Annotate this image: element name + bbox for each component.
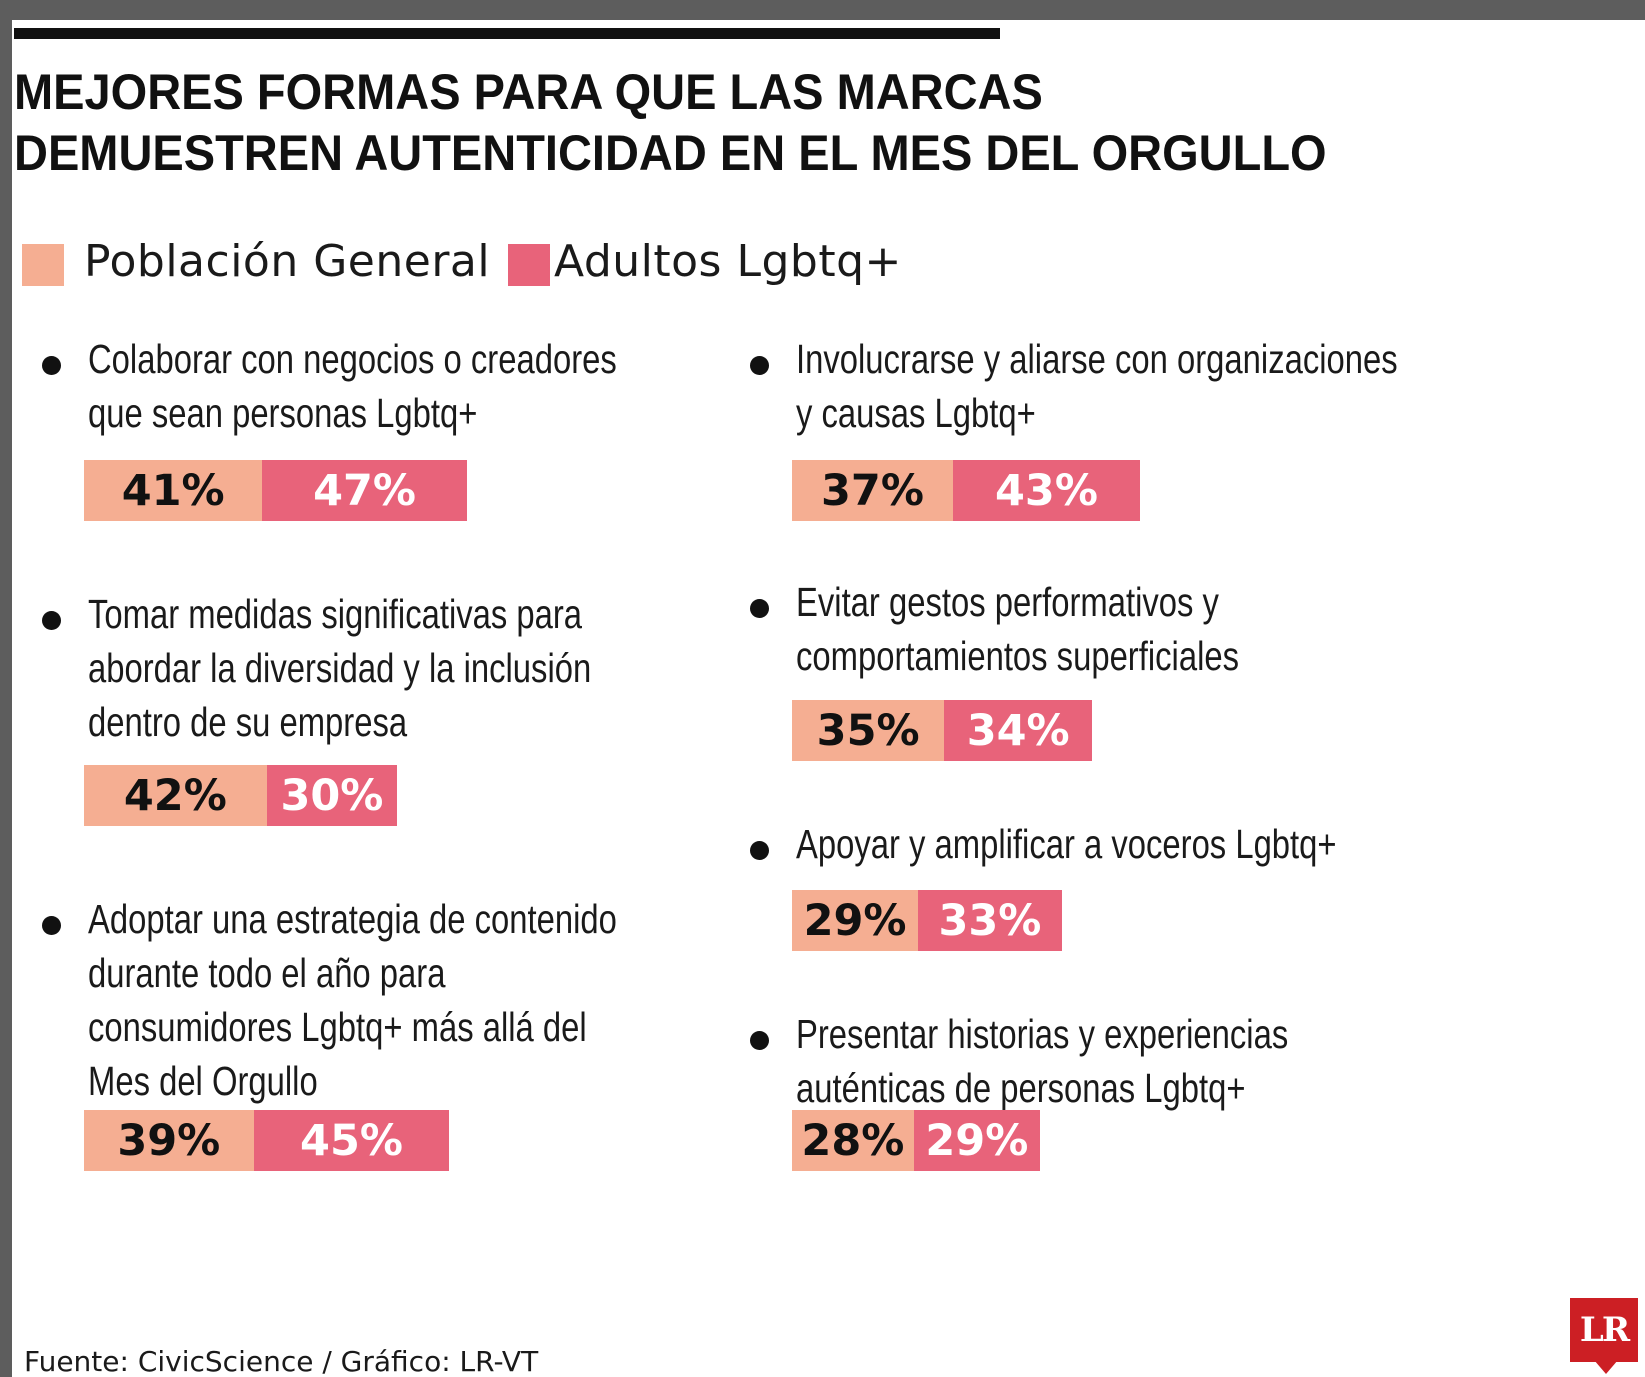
top-rule bbox=[14, 28, 1000, 39]
stacked-bar: 42% 30% bbox=[84, 765, 398, 826]
stacked-bar: 41% 47% bbox=[84, 460, 467, 521]
item-label-line: Mes del Orgullo bbox=[88, 1058, 318, 1104]
bar-segment-lgbtq: 45% bbox=[253, 1110, 450, 1171]
item-label-line: consumidores Lgbtq+ más allá del bbox=[88, 1004, 587, 1050]
item-label: Presentar historias y experiencias autént… bbox=[796, 1007, 1289, 1115]
item-label-line: Adoptar una estrategia de contenido bbox=[88, 896, 617, 942]
infographic-panel: MEJORES FORMAS PARA QUE LAS MARCAS DEMUE… bbox=[12, 20, 1645, 1377]
legend-swatch-lgbtq bbox=[508, 244, 550, 286]
bar-segment-lgbtq: 30% bbox=[266, 765, 398, 826]
bar-segment-general: 42% bbox=[84, 765, 267, 826]
bar-segment-general: 37% bbox=[792, 460, 953, 521]
item-label: Evitar gestos performativos y comportamie… bbox=[796, 575, 1276, 683]
lr-logo-tail bbox=[1594, 1360, 1618, 1374]
item-label-line: y causas Lgbtq+ bbox=[796, 390, 1036, 436]
item-label-line: durante todo el año para bbox=[88, 950, 446, 996]
stacked-bar: 37% 43% bbox=[792, 460, 1140, 521]
bar-segment-general: 28% bbox=[792, 1110, 914, 1171]
item-label: Tomar medidas significativas para abordar… bbox=[88, 587, 592, 749]
item-label-line: Apoyar y amplificar a voceros Lgbtq+ bbox=[796, 821, 1337, 867]
item-label-line: Tomar medidas significativas para bbox=[88, 591, 583, 637]
chart-title-line-1: MEJORES FORMAS PARA QUE LAS MARCAS bbox=[14, 64, 1043, 120]
chart-title: MEJORES FORMAS PARA QUE LAS MARCAS DEMUE… bbox=[14, 62, 1480, 184]
bar-segment-general: 35% bbox=[792, 700, 945, 761]
bar-segment-general: 29% bbox=[792, 890, 919, 951]
stacked-bar: 35% 34% bbox=[792, 700, 1093, 761]
stacked-bar: 39% 45% bbox=[84, 1110, 450, 1171]
bar-segment-general: 41% bbox=[84, 460, 263, 521]
legend-label-lgbtq: Adultos Lgbtq+ bbox=[554, 236, 902, 287]
bullet-icon bbox=[42, 356, 61, 375]
item-label: Involucrarse y aliarse con organizacione… bbox=[796, 332, 1398, 440]
bullet-icon bbox=[42, 611, 61, 630]
legend-swatch-general bbox=[22, 244, 64, 286]
item-label-line: comportamientos superficiales bbox=[796, 633, 1239, 679]
item-label-line: dentro de su empresa bbox=[88, 699, 408, 745]
bullet-icon bbox=[750, 599, 769, 618]
item-label: Adoptar una estrategia de contenido duran… bbox=[88, 892, 617, 1108]
bullet-icon bbox=[750, 1031, 769, 1050]
bar-segment-lgbtq: 33% bbox=[918, 890, 1062, 951]
item-label-line: auténticas de personas Lgbtq+ bbox=[796, 1065, 1246, 1111]
bullet-icon bbox=[42, 916, 61, 935]
item-label-line: Evitar gestos performativos y bbox=[796, 579, 1219, 625]
item-label: Colaborar con negocios o creadores que se… bbox=[88, 332, 617, 440]
item-label-line: Colaborar con negocios o creadores bbox=[88, 336, 617, 382]
item-label-line: que sean personas Lgbtq+ bbox=[88, 390, 478, 436]
item-label-line: abordar la diversidad y la inclusión bbox=[88, 645, 592, 691]
bar-segment-lgbtq: 34% bbox=[944, 700, 1093, 761]
bar-segment-lgbtq: 43% bbox=[952, 460, 1140, 521]
lr-logo: LR bbox=[1570, 1298, 1638, 1362]
item-label-line: Involucrarse y aliarse con organizacione… bbox=[796, 336, 1398, 382]
bar-segment-lgbtq: 29% bbox=[913, 1110, 1040, 1171]
bullet-icon bbox=[750, 841, 769, 860]
stacked-bar: 29% 33% bbox=[792, 890, 1062, 951]
item-label: Apoyar y amplificar a voceros Lgbtq+ bbox=[796, 817, 1337, 871]
source-credit: Fuente: CivicScience / Gráfico: LR-VT bbox=[24, 1345, 539, 1377]
legend-label-general: Población General bbox=[84, 236, 491, 287]
bar-segment-lgbtq: 47% bbox=[262, 460, 467, 521]
stacked-bar: 28% 29% bbox=[792, 1110, 1040, 1171]
chart-title-line-2: DEMUESTREN AUTENTICIDAD EN EL MES DEL OR… bbox=[14, 125, 1327, 181]
bar-segment-general: 39% bbox=[84, 1110, 254, 1171]
bullet-icon bbox=[750, 356, 769, 375]
item-label-line: Presentar historias y experiencias bbox=[796, 1011, 1289, 1057]
